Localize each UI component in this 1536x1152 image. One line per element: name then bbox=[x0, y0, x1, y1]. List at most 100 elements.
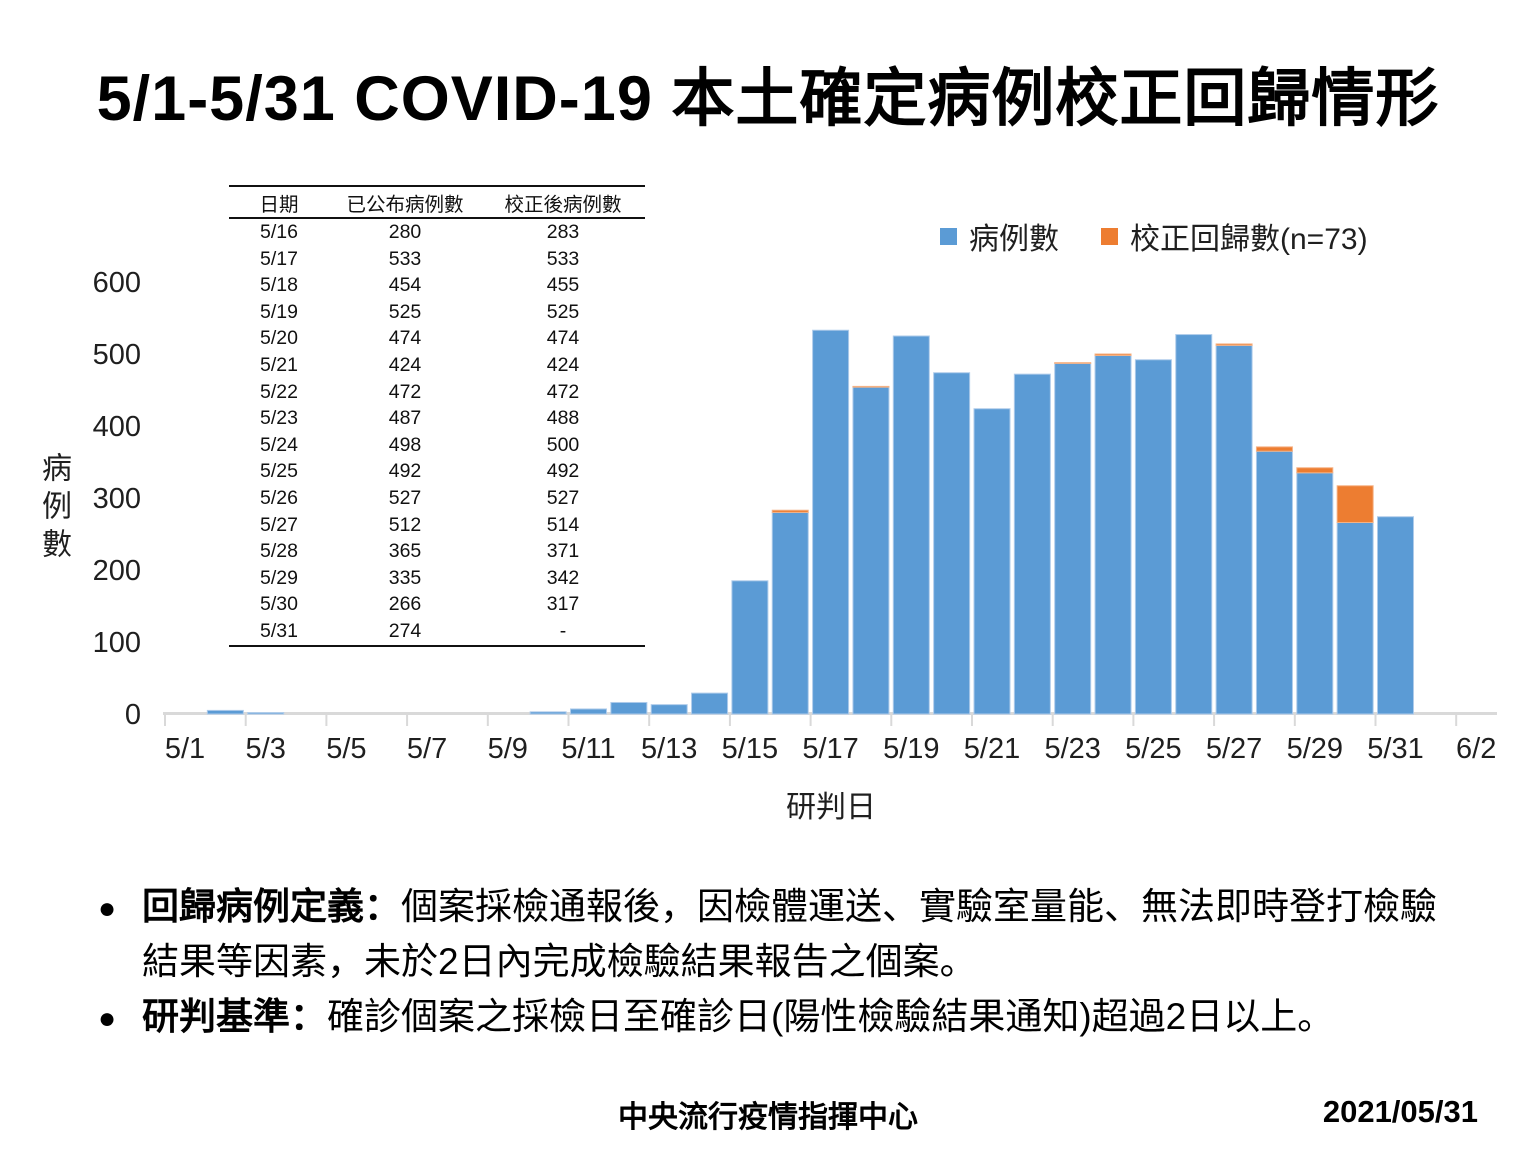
table-cell: 424 bbox=[546, 353, 580, 376]
bar-cases-5/25 bbox=[1134, 359, 1172, 715]
table-cell: 274 bbox=[388, 619, 422, 642]
bullet-icon: ● bbox=[98, 1001, 117, 1035]
table-row: 5/18 454 455 bbox=[229, 272, 645, 299]
table-row: 5/23 487 488 bbox=[229, 405, 645, 432]
table-cell: 5/20 bbox=[260, 327, 298, 350]
note-criteria-body: 確診個案之採檢日至確診日(陽性檢驗結果通知)超過2日以上。 bbox=[327, 995, 1335, 1037]
x-axis-tick bbox=[890, 712, 893, 726]
chart-legend: 病例數 校正回歸數(n=73) bbox=[940, 214, 1368, 258]
x-axis-tick bbox=[406, 712, 409, 726]
y-tick-label: 600 bbox=[93, 267, 141, 299]
bar-correction-5/24 bbox=[1094, 353, 1132, 356]
table-cell: 317 bbox=[546, 593, 580, 616]
bar-cases-5/18 bbox=[852, 386, 890, 715]
x-axis-tick bbox=[567, 712, 570, 726]
bar-chart: 0 100 200 300 400 500 600 5/1 5/3 5/5 5/7 5/9 5/11 5/… bbox=[93, 267, 1497, 765]
x-tick-label: 5/9 bbox=[488, 733, 528, 765]
table-header-corrected: 校正後病例數 bbox=[481, 186, 645, 219]
x-axis-tick bbox=[728, 712, 731, 726]
table-cell: 525 bbox=[388, 300, 422, 323]
table-header-published: 已公布病例數 bbox=[329, 186, 481, 219]
bar-cases-5/28 bbox=[1255, 450, 1293, 715]
bar-cases-5/13 bbox=[650, 704, 688, 715]
bar-cases-5/23 bbox=[1054, 362, 1092, 715]
x-axis-tick bbox=[1132, 712, 1135, 726]
bar-correction-5/18 bbox=[852, 385, 890, 388]
bar-correction-5/23 bbox=[1054, 362, 1092, 364]
x-tick-label: 5/3 bbox=[246, 733, 286, 765]
bar-cases-5/16 bbox=[771, 511, 809, 715]
table-cell: 371 bbox=[546, 540, 580, 563]
x-axis-tick bbox=[325, 712, 328, 726]
x-axis-tick bbox=[809, 712, 812, 726]
x-tick-label: 5/31 bbox=[1367, 733, 1423, 765]
x-tick-label: 5/23 bbox=[1044, 733, 1100, 765]
y-axis-title: 病例數 bbox=[37, 452, 70, 566]
footer-organization: 中央流行疫情指揮中心 bbox=[618, 1101, 918, 1134]
table-cell: 424 bbox=[388, 353, 422, 376]
table-cell: 514 bbox=[546, 513, 580, 536]
x-axis-tick bbox=[164, 712, 166, 726]
y-tick-label: 300 bbox=[93, 483, 141, 515]
table-cell: 5/19 bbox=[260, 300, 298, 323]
table-cell: 5/28 bbox=[260, 540, 298, 563]
table-row: 5/17 533 533 bbox=[229, 246, 645, 273]
legend-item-cases: 病例數 bbox=[940, 214, 1059, 258]
x-tick-label: 5/27 bbox=[1206, 733, 1262, 765]
x-axis-tick bbox=[1293, 712, 1296, 726]
table-cell: 5/29 bbox=[260, 566, 298, 589]
legend-label-correction: 校正回歸數(n=73) bbox=[1130, 223, 1368, 256]
x-axis-tick bbox=[1213, 712, 1216, 726]
table-cell: 5/26 bbox=[260, 486, 298, 509]
x-axis-tick bbox=[486, 712, 489, 726]
table-cell: - bbox=[559, 619, 567, 642]
table-cell: 492 bbox=[388, 460, 422, 483]
table-row: 5/19 525 525 bbox=[229, 299, 645, 326]
note-criteria-label: 研判基準： bbox=[142, 995, 327, 1037]
bar-cases-5/24 bbox=[1094, 354, 1132, 715]
x-axis-tick bbox=[244, 712, 247, 726]
table-cell: 5/30 bbox=[260, 593, 298, 616]
table-row: 5/28 365 371 bbox=[229, 538, 645, 565]
table-cell: 280 bbox=[388, 221, 422, 243]
legend-label-cases: 病例數 bbox=[969, 223, 1059, 256]
table-row: 5/29 335 342 bbox=[229, 565, 645, 592]
table-cell: 5/24 bbox=[260, 433, 298, 456]
bar-cases-5/21 bbox=[973, 408, 1011, 715]
table-row: 5/21 424 424 bbox=[229, 352, 645, 379]
y-tick-label: 100 bbox=[93, 627, 141, 659]
table-cell: 492 bbox=[546, 460, 580, 483]
table-cell: 5/25 bbox=[260, 460, 298, 483]
y-tick-label: 500 bbox=[93, 339, 141, 371]
x-tick-label: 5/7 bbox=[407, 733, 447, 765]
x-axis-tick bbox=[971, 712, 973, 726]
x-axis-tick bbox=[1455, 712, 1458, 726]
table-cell: 5/17 bbox=[260, 247, 298, 270]
table-row: 5/26 527 527 bbox=[229, 485, 645, 512]
table-header-row: 日期 已公布病例數 校正後病例數 bbox=[229, 186, 645, 219]
note-definition: ● 回歸病例定義：個案採檢通報後，因檢體運送、實驗室量能、無法即時登打檢驗結果等… bbox=[98, 880, 1470, 990]
y-tick-label: 200 bbox=[93, 555, 141, 587]
note-criteria: ● 研判基準：確診個案之採檢日至確診日(陽性檢驗結果通知)超過2日以上。 bbox=[98, 990, 1470, 1045]
bar-cases-5/2 bbox=[206, 709, 244, 715]
correction-table: 日期 已公布病例數 校正後病例數 5/16 280 283 5/17 533 533 5/1… bbox=[229, 185, 645, 647]
bar-cases-5/11 bbox=[570, 708, 607, 715]
bar-correction-5/29 bbox=[1296, 467, 1334, 474]
note-definition-body: 個案採檢通報後，因檢體運送、實驗室量能、無法即時登打檢驗結果等因素，未於2日內完… bbox=[142, 886, 1437, 982]
table-cell: 5/21 bbox=[260, 353, 298, 376]
bar-cases-5/27 bbox=[1215, 344, 1253, 715]
x-axis-tick bbox=[648, 712, 651, 726]
bar-cases-5/31 bbox=[1377, 516, 1414, 715]
bar-cases-5/15 bbox=[731, 580, 769, 715]
bar-correction-5/16 bbox=[771, 509, 809, 513]
bar-correction-5/30 bbox=[1336, 485, 1374, 523]
y-tick-label: 400 bbox=[93, 411, 141, 443]
x-tick-label: 5/17 bbox=[802, 733, 858, 765]
bar-cases-5/29 bbox=[1296, 472, 1334, 715]
table-cell: 472 bbox=[546, 380, 580, 403]
bar-correction-5/28 bbox=[1255, 446, 1293, 452]
bullet-icon: ● bbox=[98, 892, 117, 925]
table-cell: 5/23 bbox=[260, 407, 298, 430]
x-tick-label: 5/19 bbox=[883, 733, 939, 765]
